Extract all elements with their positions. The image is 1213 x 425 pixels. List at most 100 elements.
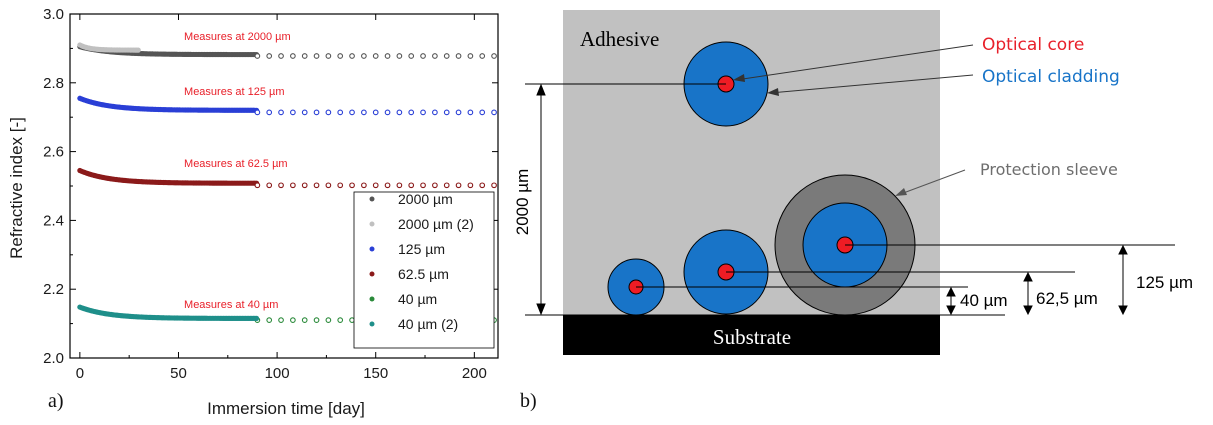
data-point: [467, 182, 474, 189]
data-point: [301, 317, 308, 324]
x-axis-ticks: 0 50 100 150 200: [76, 14, 487, 382]
core-callout-arrow: [733, 44, 974, 82]
data-point: [455, 109, 462, 116]
dimension-2000: [536, 83, 546, 316]
data-point: [420, 53, 426, 59]
series-40-m-2-: [77, 304, 260, 322]
legend-box: [353, 191, 495, 349]
sleeve-callout-arrow: [895, 169, 966, 196]
legend: 2000 µm 2000 µm (2) 125 µm 62.5 µm 40 µm 40 µ…: [353, 191, 495, 349]
data-point: [443, 182, 450, 189]
data-point: [408, 109, 415, 116]
data-point: [396, 53, 403, 59]
legend-marker: [369, 221, 375, 227]
panel-b-label: b): [520, 390, 537, 412]
data-point: [384, 109, 391, 116]
data-point: [372, 182, 379, 189]
y-tick-label: 3.0: [43, 6, 64, 23]
x-axis-label: Immersion time [day]: [207, 399, 365, 418]
data-point: [420, 182, 426, 189]
adhesive-label: Adhesive: [580, 27, 659, 51]
data-point: [432, 109, 438, 116]
dim-62-label: 62,5 µm: [1036, 289, 1098, 308]
data-point: [290, 317, 296, 324]
panel-b-diagram: Adhesive Substrate: [513, 10, 1193, 412]
data-point: [361, 53, 367, 59]
data-point: [396, 109, 403, 116]
data-point: [290, 53, 296, 59]
legend-item-label: 40 µm: [398, 291, 437, 307]
data-point: [384, 182, 391, 189]
data-point: [443, 53, 450, 59]
x-tick-label: 200: [462, 365, 487, 382]
data-point: [372, 53, 379, 59]
data-point: [443, 109, 450, 116]
data-point: [408, 182, 415, 189]
data-point: [301, 53, 308, 59]
data-point: [491, 109, 497, 116]
y-tick-label: 2.2: [43, 281, 64, 298]
data-point: [254, 182, 261, 189]
legend-marker: [369, 246, 375, 252]
y-axis-label: Refractive index [-]: [7, 117, 26, 259]
data-point: [349, 53, 355, 59]
y-tick-label: 2.8: [43, 75, 64, 92]
legend-item-label: 2000 µm: [398, 191, 453, 207]
data-point: [349, 109, 355, 116]
data-point: [313, 53, 320, 59]
legend-marker: [369, 321, 375, 327]
data-point: [278, 53, 284, 59]
data-point: [396, 182, 403, 189]
dim-125-label: 125 µm: [1136, 273, 1193, 292]
dimension-40: [946, 286, 956, 316]
y-tick-label: 2.6: [43, 144, 64, 161]
data-point: [325, 53, 332, 59]
data-point: [361, 182, 367, 189]
data-point: [455, 53, 462, 59]
data-point: [278, 109, 284, 116]
data-point: [491, 182, 497, 189]
data-point: [479, 182, 486, 189]
panel-a-chart: 2.0 2.2 2.4 2.6 2.8 3.0 0 50 100 150 200 Measures…: [7, 6, 499, 418]
y-tick-label: 2.4: [43, 212, 64, 229]
data-point: [278, 182, 284, 189]
substrate-block: [563, 315, 940, 355]
data-point: [254, 53, 261, 59]
dimension-62: [1023, 271, 1033, 316]
data-point: [432, 182, 438, 189]
legend-item-label: 2000 µm (2): [398, 216, 474, 232]
y-tick-label: 2.0: [43, 350, 64, 367]
legend-marker: [369, 196, 375, 202]
optical-cladding-label: Optical cladding: [982, 67, 1120, 87]
data-point: [384, 53, 391, 59]
data-point: [479, 109, 486, 116]
data-point: [337, 182, 344, 189]
data-point: [313, 182, 320, 189]
panel-a-label: a): [48, 390, 64, 412]
series-62-5-m: [77, 167, 497, 189]
x-tick-label: 0: [76, 365, 84, 382]
data-point: [325, 182, 332, 189]
legend-item-label: 40 µm (2): [398, 316, 458, 332]
y-axis-ticks: 2.0 2.2 2.4 2.6 2.8 3.0: [43, 6, 498, 367]
annotation-layer: Measures at 2000 µm Measures at 125 µm Mea…: [184, 31, 291, 311]
x-tick-label: 100: [265, 365, 290, 382]
data-point: [337, 317, 344, 324]
data-point: [266, 53, 273, 59]
data-point: [266, 317, 273, 324]
data-point: [420, 109, 426, 116]
data-point: [290, 182, 296, 189]
data-point: [290, 109, 296, 116]
data-point: [278, 317, 284, 324]
data-point: [467, 109, 474, 116]
series-2000-m-2-: [77, 42, 141, 53]
data-point: [467, 53, 474, 59]
data-point: [253, 315, 260, 322]
series-layer: [77, 42, 497, 324]
cladding-callout-arrow: [767, 74, 974, 96]
legend-item-label: 125 µm: [398, 241, 445, 257]
legend-marker: [369, 271, 375, 277]
dim-2000-label: 2000 µm: [513, 169, 532, 236]
series-125-m: [77, 95, 497, 116]
data-point: [455, 182, 462, 189]
